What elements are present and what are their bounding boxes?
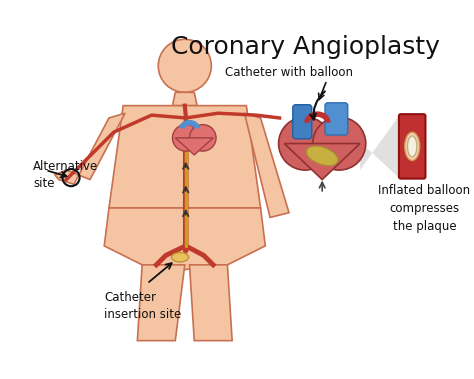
Circle shape (158, 39, 211, 92)
Text: Catheter
insertion site: Catheter insertion site (104, 291, 182, 321)
FancyBboxPatch shape (325, 103, 348, 135)
Polygon shape (175, 138, 213, 155)
Circle shape (173, 125, 199, 151)
Circle shape (279, 117, 332, 170)
FancyBboxPatch shape (293, 105, 312, 139)
Polygon shape (55, 113, 125, 184)
Polygon shape (190, 265, 232, 341)
Text: Inflated balloon
compresses
the plaque: Inflated balloon compresses the plaque (378, 184, 471, 233)
Ellipse shape (405, 132, 420, 161)
Polygon shape (284, 144, 360, 180)
Text: Catheter with balloon: Catheter with balloon (225, 66, 353, 79)
Polygon shape (173, 92, 197, 106)
Circle shape (190, 125, 216, 151)
Circle shape (313, 117, 366, 170)
FancyBboxPatch shape (399, 114, 426, 179)
Ellipse shape (306, 146, 338, 166)
Polygon shape (360, 113, 401, 180)
Ellipse shape (172, 252, 189, 262)
Polygon shape (245, 113, 289, 218)
Polygon shape (104, 208, 265, 269)
Ellipse shape (408, 136, 417, 157)
Text: Alternative
site: Alternative site (33, 160, 99, 190)
Polygon shape (109, 106, 261, 208)
Text: Coronary Angioplasty: Coronary Angioplasty (171, 35, 440, 59)
Polygon shape (137, 265, 185, 341)
